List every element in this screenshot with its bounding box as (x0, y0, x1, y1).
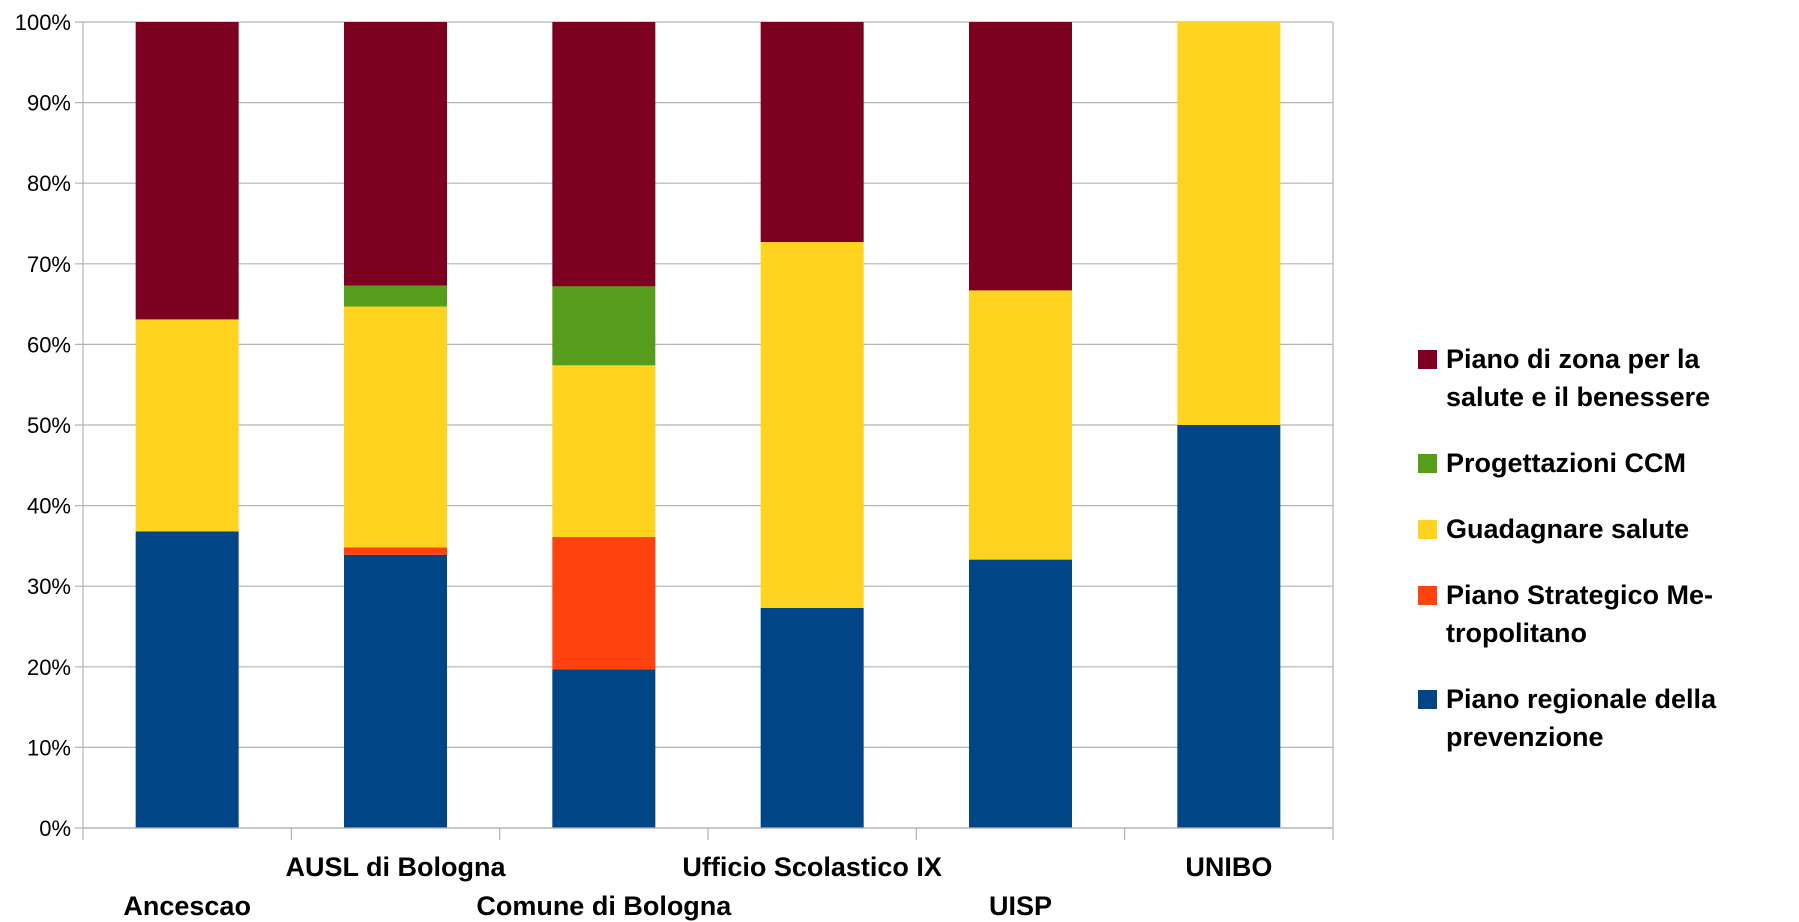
y-tick-label: 80% (27, 171, 71, 196)
legend-label: Progettazioni CCM (1446, 448, 1686, 478)
x-category-label: AUSL di Bologna (286, 852, 507, 882)
x-category-labels: Ancescao AUSL di Bologna Comune di Bologna… (123, 852, 1272, 921)
legend-item-piano-strategico: Piano Strategico Me-tropolitano (1418, 576, 1798, 652)
legend-swatch (1418, 586, 1437, 605)
y-tick-label: 50% (27, 413, 71, 438)
y-tick-labels: 0% 10% 20% 30% 40% 50% 60% 70% 80% 90% 100% (15, 10, 71, 841)
x-category-label: Ufficio Scolastico IX (682, 852, 942, 882)
legend-label: Piano di zona per la salute e il benesse… (1446, 344, 1711, 412)
bar-segment (135, 319, 239, 532)
bars (135, 22, 1281, 828)
bar-segment (344, 554, 447, 828)
legend-swatch (1418, 520, 1437, 539)
axes (82, 22, 1334, 840)
bar-segment (552, 537, 656, 670)
bar-segment (344, 22, 447, 286)
y-tick-label: 20% (27, 655, 71, 680)
bar-segment (552, 286, 656, 366)
y-tick-label: 70% (27, 252, 71, 277)
y-tick-label: 60% (27, 332, 71, 357)
bar-segment (969, 22, 1072, 291)
legend-swatch (1418, 454, 1437, 473)
bar-segment (552, 22, 656, 287)
bar-segment (135, 531, 239, 828)
legend-swatch (1418, 690, 1437, 709)
bar-segment (969, 559, 1072, 828)
legend-item-guadagnare-salute: Guadagnare salute (1418, 510, 1798, 548)
legend: Piano di zona per la salute e il benesse… (1418, 340, 1798, 784)
legend-label: Piano Strategico Me-tropolitano (1446, 580, 1714, 648)
legend-item-progettazioni-ccm: Progettazioni CCM (1418, 444, 1798, 482)
bar-segment (344, 285, 447, 307)
bar-segment (552, 365, 656, 538)
legend-item-piano-regionale: Piano regionale della prevenzione (1418, 680, 1798, 756)
legend-label: Guadagnare salute (1446, 514, 1690, 544)
y-tick-label: 100% (15, 10, 71, 35)
legend-label: Piano regionale della prevenzione (1446, 684, 1717, 752)
x-category-label: UNIBO (1185, 852, 1272, 882)
bar-segment (1177, 425, 1281, 828)
y-tick-label: 30% (27, 574, 71, 599)
legend-item-piano-di-zona: Piano di zona per la salute e il benesse… (1418, 340, 1798, 416)
y-tick-label: 0% (39, 816, 71, 841)
y-tick-label: 10% (27, 735, 71, 760)
y-tick-label: 90% (27, 91, 71, 116)
bar-segment (760, 242, 864, 608)
bar-segment (760, 607, 864, 828)
x-category-label: UISP (989, 891, 1052, 921)
bar-segment (1177, 22, 1281, 425)
bar-segment (760, 22, 864, 243)
bar-segment (344, 547, 447, 555)
bar-segment (969, 290, 1072, 560)
y-tick-label: 40% (27, 494, 71, 519)
x-category-label: Ancescao (123, 891, 251, 921)
legend-swatch (1418, 350, 1437, 369)
stacked-bar-chart: 0% 10% 20% 30% 40% 50% 60% 70% 80% 90% 100% Ancesc… (15, 10, 1334, 921)
grid-lines (75, 21, 1333, 829)
x-category-label: Comune di Bologna (476, 891, 732, 921)
bar-segment (135, 22, 239, 320)
bar-segment (344, 306, 447, 548)
bar-segment (552, 669, 656, 828)
